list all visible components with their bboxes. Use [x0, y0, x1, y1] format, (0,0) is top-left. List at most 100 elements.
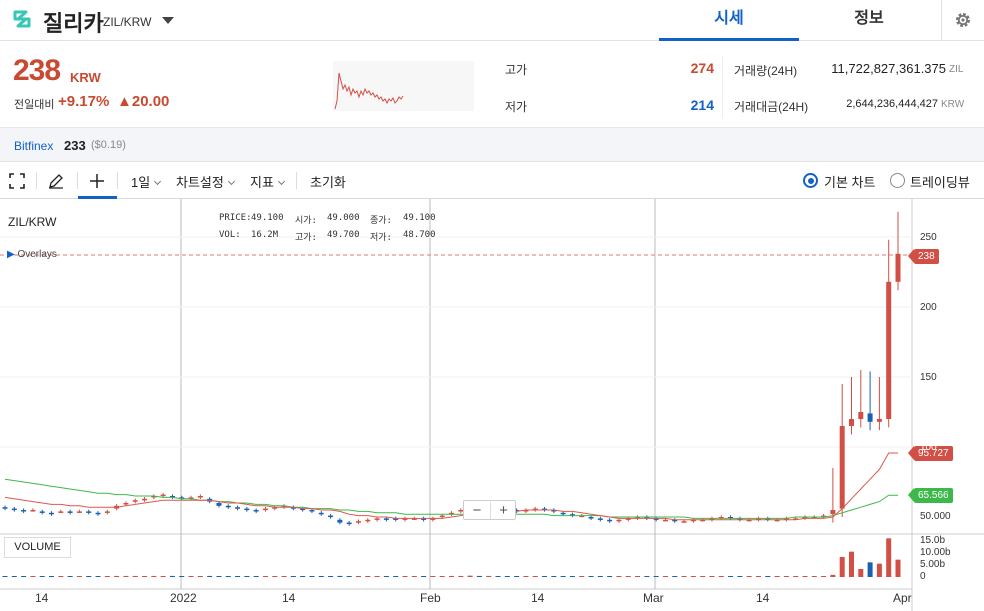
volume-bar — [151, 575, 157, 577]
pencil-icon[interactable] — [46, 171, 66, 191]
toolbar-divider — [296, 172, 297, 189]
zilliqa-logo-icon — [13, 10, 31, 28]
volume-bar — [737, 576, 743, 577]
volume-bar — [104, 576, 110, 577]
volume-bar — [309, 576, 315, 577]
volume-bar — [495, 576, 501, 577]
candle-body — [244, 508, 250, 511]
candle-body — [272, 507, 278, 509]
exchange-name[interactable]: Bitfinex — [14, 139, 54, 153]
legend-vol: 16.2M — [251, 230, 279, 240]
volume-bar — [272, 576, 278, 577]
volume-bar — [49, 576, 55, 577]
y-tick-label: 150 — [920, 372, 937, 383]
settings-button[interactable] — [941, 0, 984, 41]
tab-info[interactable]: 정보 — [854, 10, 884, 27]
volume-tick-label: 5.00b — [920, 559, 946, 570]
tab-price[interactable]: 시세 — [659, 0, 799, 41]
x-tick-label: 14 — [282, 591, 296, 605]
candle-body — [318, 512, 324, 515]
candle-body — [588, 517, 594, 519]
reset-button[interactable]: 초기화 — [310, 175, 346, 190]
volume-bar — [262, 576, 268, 577]
candle-body — [235, 507, 241, 509]
zoom-out-button[interactable]: − — [472, 502, 482, 519]
volume-bar — [2, 576, 8, 577]
chevron-down-icon — [227, 177, 235, 186]
chart-settings-dropdown[interactable]: 차트설정 — [176, 172, 235, 191]
price-chart[interactable] — [0, 199, 984, 611]
candle-body — [160, 494, 166, 497]
volume-bar — [197, 576, 203, 577]
overlays-toggle[interactable]: ▶ Overlays — [7, 249, 57, 260]
candle-body — [848, 419, 854, 426]
high-value: 274 — [690, 60, 714, 76]
y-tick-label: 100 — [920, 442, 937, 453]
candle-body — [560, 512, 566, 515]
volume-bar — [383, 576, 389, 577]
candle-body — [728, 517, 734, 519]
volume-bar — [169, 575, 175, 577]
volume-bar — [700, 576, 706, 577]
basic-chart-label[interactable]: 기본 차트 — [824, 175, 876, 190]
volume-bar — [365, 576, 371, 577]
volume-bar — [662, 576, 668, 577]
change-label: 전일대비 — [14, 99, 55, 111]
volume-bar — [653, 576, 659, 577]
tradingview-radio[interactable] — [890, 173, 905, 188]
candle-body — [876, 419, 882, 422]
volume-bar — [486, 575, 492, 577]
volume-tick-label: 15.0b — [920, 535, 946, 546]
candle-body — [169, 496, 175, 498]
volume-bar — [458, 575, 464, 577]
volume-bar — [811, 576, 817, 577]
candle-body — [2, 507, 8, 509]
volume-bar — [346, 576, 352, 577]
volume-bar — [207, 575, 213, 577]
volume-bar — [746, 576, 752, 577]
candle-body — [867, 413, 873, 422]
candle-body — [644, 517, 650, 519]
candle-body — [197, 496, 203, 498]
volume-bar — [179, 576, 185, 577]
indicators-dropdown[interactable]: 지표 — [250, 172, 285, 191]
legend-open-label: 시가: — [295, 216, 317, 226]
legend-close: 49.100 — [403, 213, 436, 223]
basic-chart-radio[interactable] — [803, 173, 818, 188]
fullscreen-icon[interactable] — [7, 171, 27, 191]
volume-label: 거래량(24H) — [734, 64, 798, 78]
volume-bar — [774, 576, 780, 577]
interval-dropdown[interactable]: 1일 — [131, 172, 162, 191]
zoom-in-button[interactable]: + — [490, 502, 516, 519]
candle-body — [532, 508, 538, 511]
y-tick-label: 50.000 — [920, 511, 951, 522]
x-tick-label: Apr — [893, 591, 912, 605]
candle-body — [309, 510, 315, 512]
candle-body — [67, 511, 73, 513]
crosshair-icon[interactable] — [87, 171, 107, 191]
volume-bar — [244, 576, 250, 577]
candle-body — [21, 510, 27, 512]
volume-bar — [569, 576, 575, 577]
volume-bar — [523, 576, 529, 577]
candle-body — [662, 519, 668, 522]
volume-bar — [216, 576, 222, 577]
coin-dropdown-icon[interactable] — [162, 17, 174, 24]
candle-body — [700, 519, 706, 522]
volume-bar — [86, 576, 92, 577]
candle-body — [625, 518, 631, 520]
volume-bar — [281, 576, 287, 577]
ma-short-line — [4, 452, 898, 521]
volume-bar — [411, 576, 417, 577]
candle-body — [783, 518, 789, 520]
value-value: 2,644,236,444,427 — [846, 98, 938, 110]
volume-bar — [476, 575, 482, 577]
x-tick-label: 14 — [35, 591, 49, 605]
tradingview-label[interactable]: 트레이딩뷰 — [910, 175, 970, 190]
volume-tick-label: 0 — [920, 571, 926, 582]
volume-bar — [514, 576, 520, 577]
volume-bar — [848, 551, 854, 577]
volume-bar — [728, 576, 734, 577]
volume-bar — [755, 576, 761, 577]
candle-body — [328, 515, 334, 518]
